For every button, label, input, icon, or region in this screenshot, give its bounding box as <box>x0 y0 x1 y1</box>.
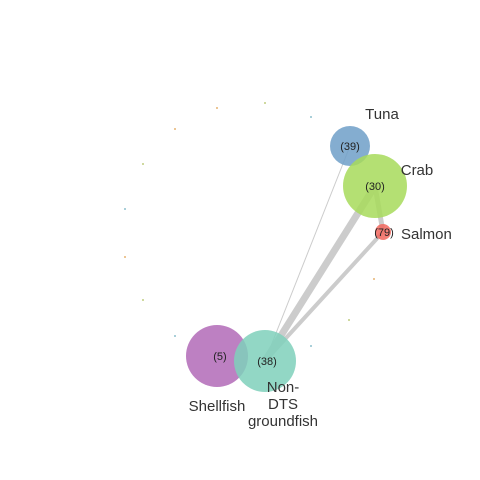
node-label-tuna: Tuna <box>365 106 399 123</box>
node-non-dts-groundfish <box>234 330 296 392</box>
node-label-line: Shellfish <box>189 398 246 415</box>
minor-node <box>174 335 176 337</box>
node-tuna <box>330 126 370 166</box>
node-label-crab: Crab <box>401 162 434 179</box>
node-count-shellfish: (5) <box>213 351 226 363</box>
node-label-line: Non- <box>267 379 300 396</box>
minor-node <box>373 278 375 280</box>
minor-node <box>264 102 266 104</box>
node-shellfish <box>186 325 248 387</box>
node-count-tuna: (39) <box>340 141 360 153</box>
nodes-layer: (39) (30) (79) (5) (38) <box>186 126 407 392</box>
node-count-crab: (30) <box>365 181 385 193</box>
minor-node <box>174 128 176 130</box>
edge-tuna-non-dts-groundfish <box>264 145 351 362</box>
minor-node <box>310 345 312 347</box>
minor-node <box>142 299 144 301</box>
node-label-line: Crab <box>401 162 434 179</box>
node-label-non-dts-groundfish: Non-DTS groundfish <box>248 379 318 430</box>
node-label-line: DTS <box>268 396 298 413</box>
minor-node <box>124 256 126 258</box>
node-label-line: Tuna <box>365 106 399 123</box>
node-label-line: groundfish <box>248 413 318 430</box>
minor-nodes-layer <box>124 102 375 347</box>
node-label-salmon: Salmon <box>401 226 452 243</box>
node-count-salmon: (79) <box>374 227 394 239</box>
minor-node <box>142 163 144 165</box>
node-label-shellfish: Shellfish <box>189 398 246 415</box>
minor-node <box>124 208 126 210</box>
node-count-non-dts-groundfish: (38) <box>257 356 277 368</box>
minor-node <box>348 319 350 321</box>
minor-node <box>310 116 312 118</box>
edge-crab-non-dts-groundfish <box>261 182 379 365</box>
node-salmon <box>375 224 391 240</box>
node-label-line: Salmon <box>401 226 452 243</box>
minor-node <box>216 107 218 109</box>
node-crab <box>343 154 407 218</box>
